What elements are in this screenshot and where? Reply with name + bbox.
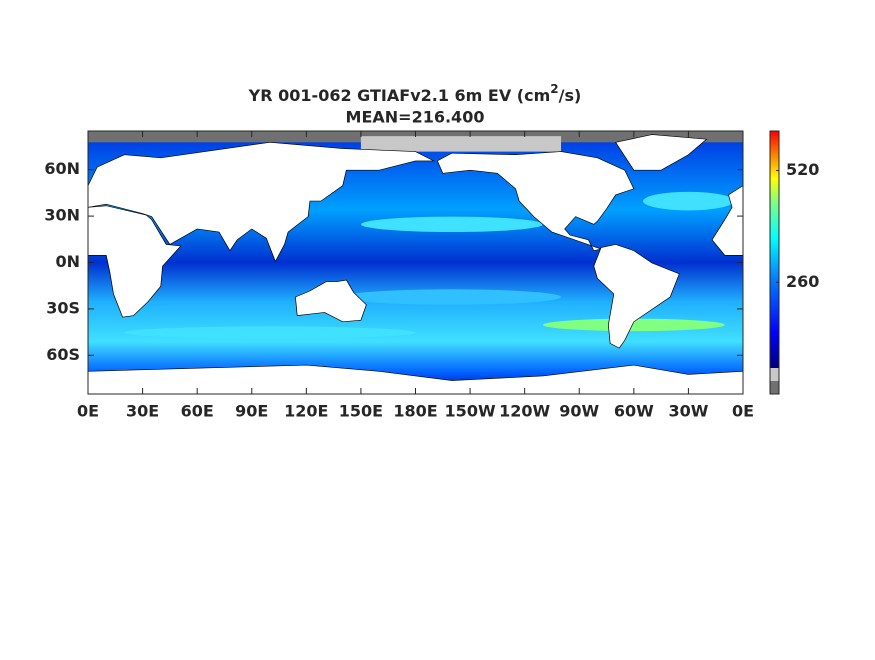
x-tick-label: 180E	[393, 402, 437, 421]
x-tick-label: 90W	[559, 402, 599, 421]
land	[88, 131, 743, 394]
map	[88, 131, 743, 394]
title-text: YR 001-062 GTIAFv2.1 6m EV (cm	[248, 86, 551, 105]
y-tick-label: 0N	[55, 252, 80, 271]
x-tick-label: 0E	[732, 402, 754, 421]
x-tick-label: 90E	[235, 402, 268, 421]
title-superscript: 2	[550, 82, 558, 96]
x-tick-label: 150E	[339, 402, 383, 421]
x-tick-label: 60W	[614, 402, 654, 421]
x-tick-label: 0E	[77, 402, 99, 421]
x-tick-label: 60E	[181, 402, 214, 421]
colorbar-ice	[770, 381, 779, 394]
x-tick-label: 30E	[126, 402, 159, 421]
colorbar-tick-label: 260	[786, 272, 819, 291]
colorbar-land	[770, 368, 779, 381]
chart-title: YR 001-062 GTIAFv2.1 6m EV (cm2/s)	[248, 82, 582, 105]
chart-subtitle: MEAN=216.400	[346, 108, 485, 127]
y-tick-label: 30S	[46, 298, 80, 317]
y-tick-label: 60S	[46, 345, 80, 364]
x-tick-label: 150W	[445, 402, 496, 421]
x-tick-label: 30W	[668, 402, 708, 421]
colorbar	[770, 131, 779, 368]
y-tick-label: 30N	[44, 206, 80, 225]
colorbar-frame	[769, 130, 780, 395]
x-tick-label: 120E	[284, 402, 328, 421]
x-tick-label: 120W	[499, 402, 550, 421]
title-suffix: /s)	[559, 86, 582, 105]
y-tick-label: 60N	[44, 159, 80, 178]
colorbar-tick-label: 520	[786, 160, 819, 179]
